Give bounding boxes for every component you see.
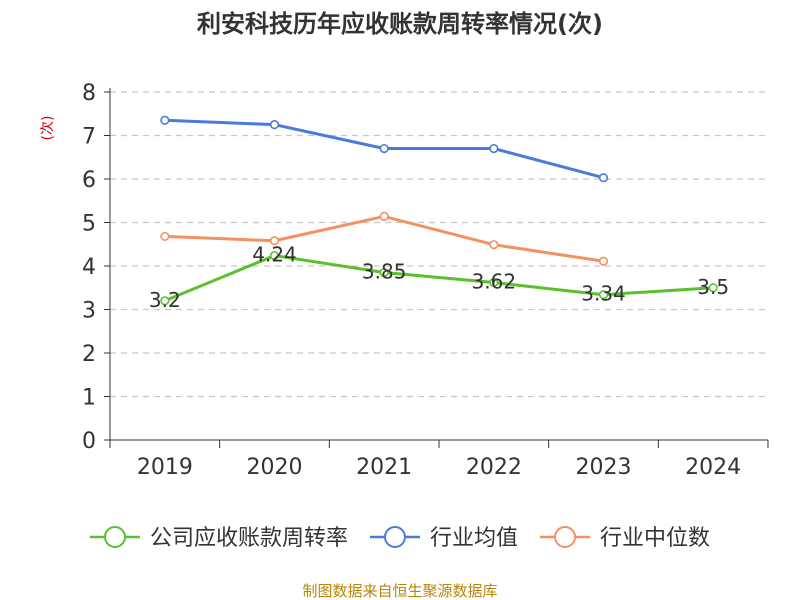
y-tick-label: 7: [82, 125, 96, 150]
legend: 公司应收账款周转率 行业均值 行业中位数: [89, 526, 710, 551]
y-tick-label: 4: [82, 255, 96, 280]
data-point: [598, 290, 609, 300]
axes: [104, 88, 769, 448]
grid-lines: [110, 91, 768, 398]
legend-label: 行业中位数: [600, 526, 710, 551]
data-label: 3.2: [149, 288, 181, 312]
y-axis-unit-label: (次): [40, 116, 56, 141]
legend-marker: [383, 526, 406, 548]
data-labels: 3.2 4.24 3.85 3.62 3.34 3.5: [149, 243, 729, 312]
data-point: [489, 277, 499, 288]
legend-item: 行业中位数: [540, 526, 710, 551]
data-point: [598, 173, 609, 183]
y-tick-label: 3: [82, 299, 96, 324]
x-tick-label: 2024: [685, 455, 741, 480]
data-label: 4.24: [252, 243, 297, 267]
data-label: 3.5: [697, 275, 729, 299]
series-line: [164, 214, 604, 263]
series-points: [160, 115, 718, 306]
x-tick-label: 2020: [247, 455, 303, 480]
series-line: [164, 254, 714, 303]
data-point: [269, 250, 280, 261]
data-point: [489, 240, 499, 250]
chart-title: 利安科技历年应收账款周转率情况(次): [197, 10, 603, 38]
legend-label: 公司应收账款周转率: [150, 526, 348, 551]
legend-item: 公司应收账款周转率: [89, 526, 348, 551]
data-point: [708, 283, 718, 293]
data-label: 3.85: [362, 260, 407, 284]
x-tick-label: 2019: [137, 455, 193, 480]
data-label: 3.62: [472, 270, 517, 294]
y-tick-label: 8: [82, 81, 96, 106]
data-point: [160, 296, 170, 306]
y-tick-label: 5: [82, 212, 96, 237]
legend-marker: [554, 526, 577, 548]
data-point: [269, 120, 280, 130]
source-note: 制图数据来自恒生聚源数据库: [302, 582, 497, 600]
y-tick-label: 1: [82, 386, 96, 411]
data-point: [160, 115, 170, 125]
legend-label: 行业均值: [430, 526, 518, 551]
y-tick-label: 0: [82, 429, 96, 454]
data-point: [379, 143, 389, 154]
legend-marker: [103, 526, 126, 548]
series-lines: [164, 118, 714, 303]
data-point: [269, 236, 280, 246]
data-point: [379, 211, 389, 222]
y-axis-ticks: 0 1 2 3 4 5 6 7 8: [82, 81, 96, 454]
legend-item: 行业均值: [369, 526, 518, 551]
x-tick-label: 2023: [576, 455, 632, 480]
data-point: [598, 256, 609, 266]
data-label: 3.34: [581, 282, 626, 306]
data-point: [489, 143, 499, 154]
x-tick-label: 2021: [356, 455, 412, 480]
x-axis-ticks: 2019 2020 2021 2022 2023 2024: [137, 455, 741, 480]
data-point: [160, 231, 170, 242]
y-tick-label: 2: [82, 342, 96, 367]
x-tick-label: 2022: [466, 455, 522, 480]
y-tick-label: 6: [82, 168, 96, 193]
data-point: [379, 267, 389, 278]
